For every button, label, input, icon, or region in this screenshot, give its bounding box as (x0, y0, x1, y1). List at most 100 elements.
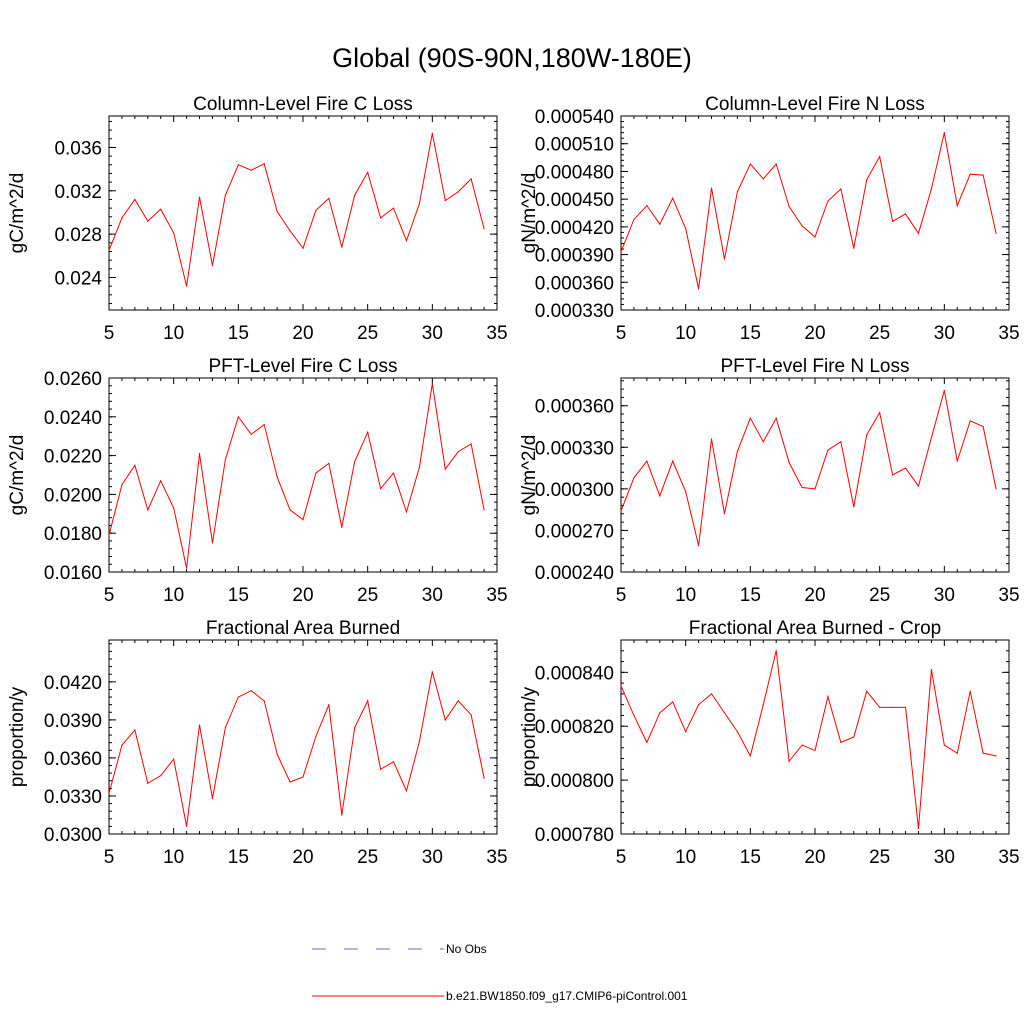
data-point (866, 690, 868, 692)
x-tick-label: 20 (804, 323, 825, 344)
data-point (328, 704, 330, 706)
data-point (904, 213, 907, 215)
x-tick-label: 25 (357, 585, 378, 606)
panel-title: Column-Level Fire N Loss (705, 94, 925, 115)
data-point (956, 752, 958, 754)
data-point (620, 510, 622, 512)
data-point (470, 443, 472, 445)
data-point (380, 487, 382, 490)
y-axis-title: gC/m^2/d (7, 435, 28, 516)
x-tick-label: 25 (357, 847, 378, 868)
data-point (853, 736, 855, 738)
data-point (814, 749, 816, 752)
data-point (328, 197, 330, 199)
x-tick-label: 10 (675, 585, 696, 606)
data-point (866, 179, 868, 181)
x-tick-label: 5 (616, 585, 627, 606)
data-point (405, 511, 408, 513)
data-point (762, 704, 764, 706)
x-tick-label: 30 (422, 585, 443, 606)
data-point (685, 731, 687, 733)
series-line (620, 650, 997, 829)
data-point (198, 453, 201, 455)
series-line (620, 390, 997, 546)
data-point (289, 781, 291, 783)
x-tick-label: 35 (998, 323, 1019, 344)
data-point (749, 417, 751, 419)
data-point (367, 431, 369, 433)
x-tick-label: 35 (998, 585, 1019, 606)
x-tick-label: 20 (292, 847, 313, 868)
data-point (620, 685, 622, 687)
data-point (121, 217, 123, 219)
plot-frame (620, 639, 1010, 835)
data-point (814, 488, 816, 490)
data-point (853, 506, 855, 508)
data-point (904, 706, 907, 708)
x-tick-label: 10 (163, 585, 184, 606)
data-point (633, 714, 635, 717)
x-tick-label: 25 (357, 323, 378, 344)
x-tick-label: 35 (998, 847, 1019, 868)
data-point (620, 251, 622, 253)
y-tick-label: 0.0420 (44, 673, 102, 694)
data-point (444, 199, 446, 202)
data-point (224, 726, 226, 729)
data-point (930, 436, 933, 439)
data-point (788, 461, 790, 464)
y-tick-label: 0.0160 (44, 563, 102, 584)
data-point (405, 790, 408, 792)
legend-label-no-obs: No Obs (446, 942, 487, 956)
data-point (160, 208, 162, 210)
chart-panel-6: 5 10 15 20 25 30 35 0.000780 0.000800 0.000820 0.0… (519, 618, 1020, 868)
data-point (134, 198, 136, 201)
data-point (840, 441, 842, 443)
data-point (289, 509, 291, 511)
data-point (186, 825, 188, 827)
chart-panel-3: 5 10 15 20 25 30 35 0.0160 0.0180 0.0200 0.0220 0.0… (7, 356, 508, 606)
x-tick-label: 30 (934, 585, 955, 606)
main-title: Global (90S-90N,180W-180E) (332, 43, 692, 73)
data-point (866, 434, 868, 436)
data-point (354, 194, 356, 196)
y-axis-title: proportion/y (7, 686, 28, 787)
data-point (431, 132, 433, 134)
y-tick-label: 0.000510 (535, 135, 614, 156)
data-point (995, 232, 997, 234)
x-tick-label: 15 (740, 585, 761, 606)
x-tick-label: 35 (486, 847, 507, 868)
data-point (237, 416, 239, 418)
data-point (827, 200, 829, 202)
y-tick-label: 0.000540 (535, 107, 614, 128)
data-point (224, 458, 226, 461)
data-point (276, 753, 278, 755)
data-point (749, 163, 751, 165)
data-point (840, 188, 842, 190)
x-tick-label: 35 (486, 323, 507, 344)
y-axis-title: gC/m^2/d (7, 173, 28, 254)
data-point (930, 669, 933, 671)
y-tick-label: 0.0180 (44, 524, 102, 545)
data-point (392, 472, 395, 474)
series-line (620, 132, 997, 289)
data-point (250, 169, 252, 171)
data-point (840, 741, 842, 743)
y-tick-label: 0.0360 (44, 749, 102, 770)
data-point (698, 545, 700, 547)
y-tick-label: 0.000780 (535, 825, 614, 846)
data-point (762, 441, 764, 443)
data-point (879, 412, 881, 414)
y-tick-label: 0.000840 (535, 663, 614, 684)
x-tick-label: 10 (163, 323, 184, 344)
x-tick-label: 10 (163, 847, 184, 868)
data-point (302, 519, 304, 521)
data-point (995, 755, 997, 757)
x-tick-label: 5 (616, 323, 627, 344)
y-tick-label: 0.032 (54, 182, 102, 203)
y-tick-label: 0.000800 (535, 771, 614, 792)
y-tick-label: 0.000330 (535, 301, 614, 322)
data-point (418, 203, 420, 205)
series-line (108, 383, 485, 569)
data-point (431, 671, 433, 673)
